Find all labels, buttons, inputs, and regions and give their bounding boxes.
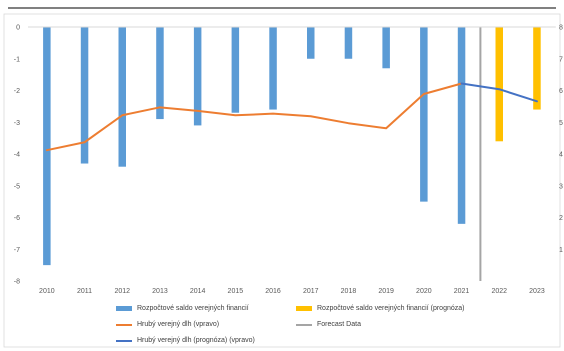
x-tick-label: 2012	[114, 288, 130, 295]
bar-series0-2014	[193, 27, 202, 126]
y-left-tick-label: -1	[14, 56, 20, 63]
x-tick-label: 2011	[77, 288, 92, 295]
bar-series0-2013	[156, 27, 164, 120]
bar-series0-2016	[269, 27, 277, 110]
y-left-tick-label: -3	[14, 120, 20, 127]
chart-frame	[3, 13, 561, 348]
y-right-tick-label: 2	[559, 215, 563, 222]
x-tick-label: 2022	[491, 288, 507, 295]
y-right-tick-label: 7	[559, 56, 563, 63]
x-tick-label: 2021	[454, 288, 470, 295]
bar-series0-2015	[231, 27, 240, 113]
x-tick-label: 2013	[152, 288, 168, 295]
bar-series1-2023	[533, 27, 541, 110]
bar-series0-2010	[43, 27, 51, 266]
y-right-tick-label: 3	[559, 183, 563, 190]
y-right-tick-label: 5	[559, 120, 563, 127]
bar-series1-2022	[495, 27, 503, 142]
y-right-tick-label: 4	[559, 152, 563, 159]
bar-series0-2019	[382, 27, 390, 69]
line-series4	[460, 82, 538, 103]
x-tick-label: 2018	[341, 288, 357, 295]
bar-series0-2017	[307, 27, 315, 59]
y-right-tick-label: 6	[559, 88, 563, 95]
bar-series0-2020	[420, 27, 428, 202]
x-tick-label: 2016	[265, 288, 281, 295]
x-tick-label: 2014	[190, 288, 206, 295]
x-tick-label: 2015	[228, 288, 244, 295]
y-left-tick-label: -2	[14, 88, 20, 95]
line-series2	[45, 82, 463, 152]
y-left-tick-label: -6	[14, 215, 20, 222]
y-left-tick-label: -8	[14, 279, 20, 286]
x-tick-label: 2020	[416, 288, 432, 295]
y-left-tick-label: -4	[14, 152, 20, 159]
bar-series0-2018	[344, 27, 353, 59]
y-left-tick-label: -5	[14, 183, 20, 190]
x-tick-label: 2019	[378, 288, 394, 295]
x-tick-label: 2023	[529, 288, 545, 295]
y-right-tick-label: 1	[559, 247, 563, 254]
y-right-tick-label: 8	[559, 25, 563, 32]
bar-series0-2012	[118, 27, 126, 167]
x-tick-label: 2010	[39, 288, 55, 295]
bar-series0-2021	[457, 27, 466, 224]
y-left-tick-label: 0	[16, 25, 20, 32]
y-left-tick-label: -7	[14, 247, 20, 254]
bar-series0-2011	[80, 27, 89, 164]
x-tick-label: 2017	[303, 288, 319, 295]
